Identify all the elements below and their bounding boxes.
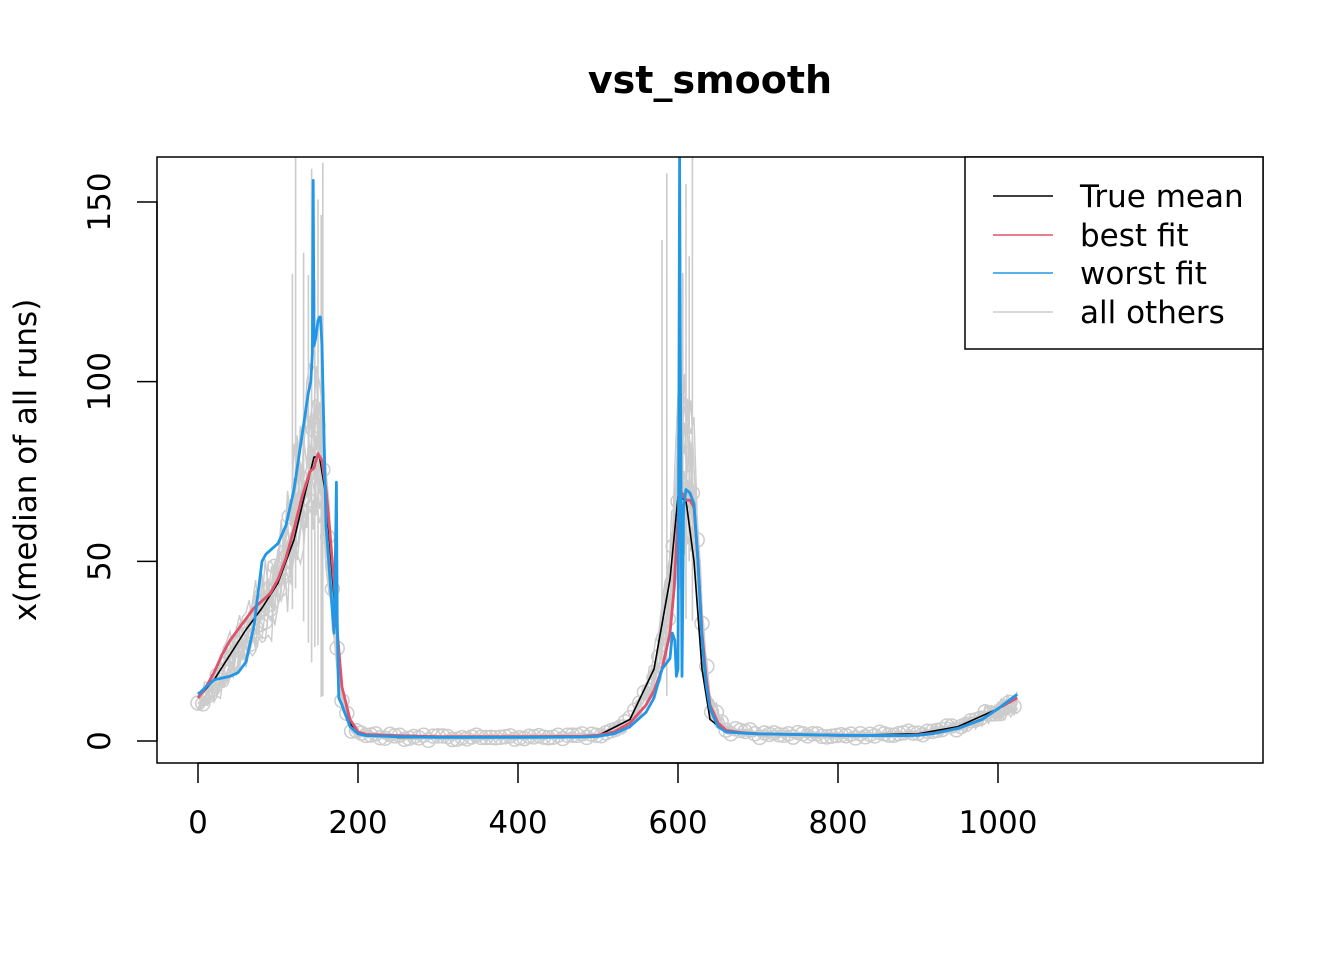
x-tick-label: 600 [648, 805, 707, 841]
legend-label-all-others: all others [1080, 295, 1225, 331]
other-run-point [262, 601, 278, 618]
x-tick-label: 0 [188, 805, 208, 841]
x-tick-label: 800 [808, 805, 867, 841]
legend: True mean best fit worst fit all others [964, 156, 1264, 350]
legend-label-true-mean: True mean [1079, 179, 1244, 215]
y-axis-label: x(median of all runs) [8, 299, 44, 622]
other-run-point [305, 422, 321, 438]
other-run-point [420, 732, 437, 749]
other-run-point [195, 696, 211, 712]
other-run-point [958, 716, 974, 733]
x-tick-label: 400 [488, 805, 547, 841]
other-run-point [377, 730, 393, 746]
y-axis: 0 50 100 150 [82, 172, 158, 751]
legend-label-worst-fit: worst fit [1080, 256, 1207, 292]
other-run-point [703, 704, 720, 720]
main-series-group [196, 157, 1019, 739]
all-others-series-group [190, 157, 1022, 749]
x-tick-label: 1000 [959, 805, 1038, 841]
y-tick-label: 0 [82, 731, 118, 751]
x-axis: 0 200 400 600 800 1000 [188, 762, 1038, 841]
other-run-point [751, 729, 768, 746]
other-run-point [660, 611, 677, 627]
legend-box [964, 156, 1264, 350]
worst-fit-line [197, 157, 1019, 739]
other-run-point [1001, 694, 1017, 711]
other-run-point [847, 730, 864, 746]
y-tick-label: 150 [82, 172, 118, 231]
x-tick-label: 200 [328, 805, 387, 841]
y-tick-label: 100 [82, 352, 118, 411]
other-run-point [675, 434, 691, 450]
y-tick-label: 50 [82, 542, 118, 581]
other-run-point [622, 709, 638, 726]
other-run-point [982, 706, 998, 722]
chart-title: vst_smooth [588, 58, 832, 102]
other-run-point [742, 722, 758, 738]
legend-label-best-fit: best fit [1080, 218, 1189, 254]
